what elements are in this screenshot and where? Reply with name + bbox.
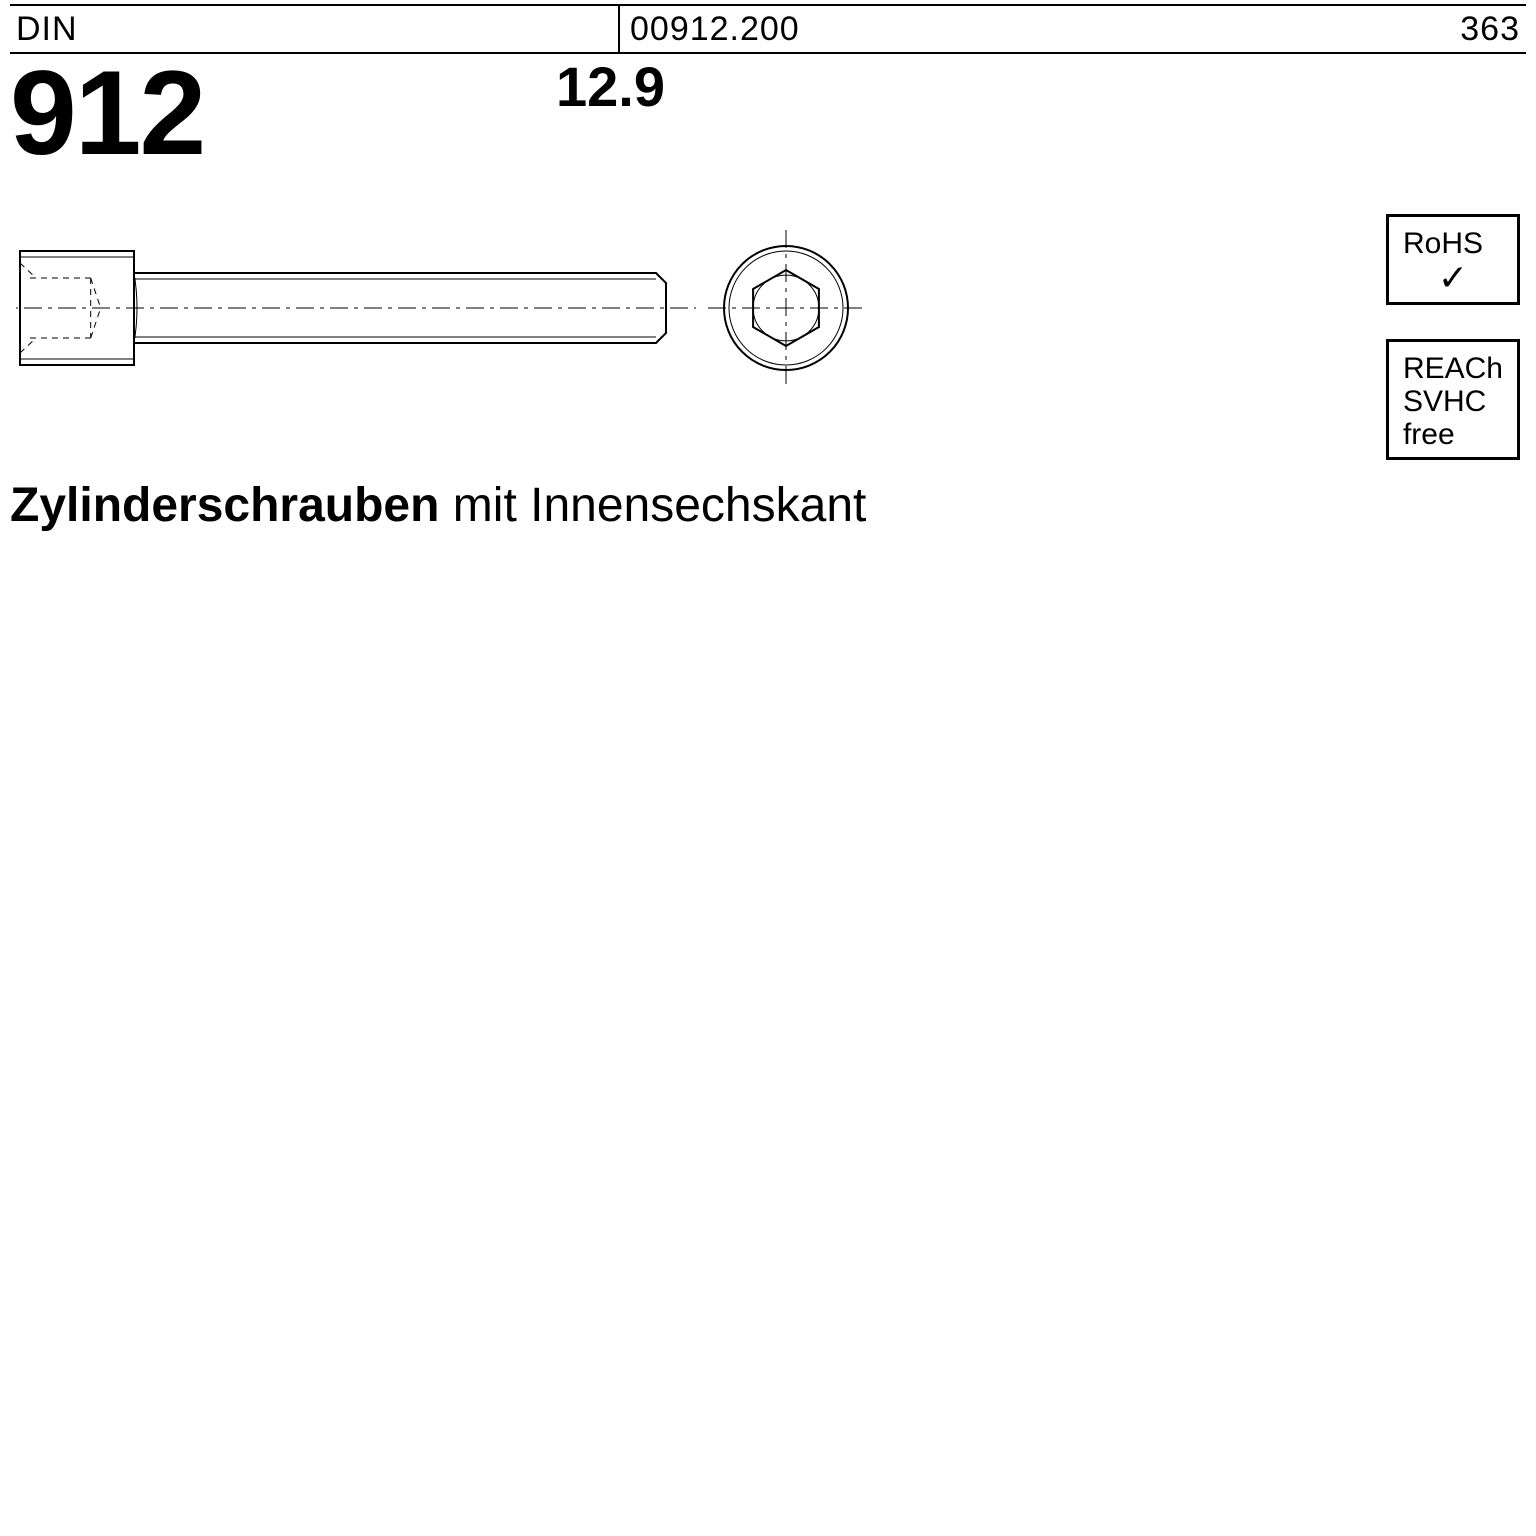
reach-badge: REACh SVHC free: [1386, 339, 1520, 460]
reach-line1: REACh: [1403, 352, 1503, 385]
rohs-badge: RoHS ✓: [1386, 214, 1520, 305]
strength-class: 12.9: [556, 54, 665, 119]
check-icon: ✓: [1403, 260, 1503, 296]
description-rest: mit Innensechskant: [439, 479, 866, 532]
rohs-label: RoHS: [1403, 227, 1483, 260]
header-code: 00912.200: [620, 6, 1406, 52]
reach-line2: SVHC: [1403, 385, 1486, 418]
header-page-number: 363: [1406, 6, 1526, 52]
header-row: DIN 00912.200 363: [10, 4, 1526, 54]
bolt-drawing-svg: [16, 218, 876, 398]
standard-number: 912: [10, 44, 204, 182]
product-description: Zylinderschrauben mit Innensechskant: [10, 478, 866, 533]
technical-drawing: [16, 218, 876, 398]
compliance-badges: RoHS ✓ REACh SVHC free: [1386, 214, 1520, 460]
reach-line3: free: [1403, 418, 1455, 451]
description-bold: Zylinderschrauben: [10, 479, 439, 532]
datasheet-page: DIN 00912.200 363 912 12.9 RoHS ✓ REACh …: [0, 0, 1536, 1536]
